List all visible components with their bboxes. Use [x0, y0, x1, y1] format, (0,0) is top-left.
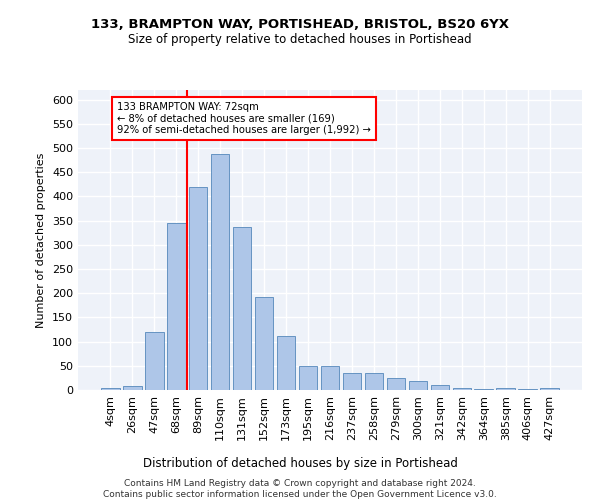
Bar [518, 388, 537, 390]
Bar [123, 386, 142, 390]
Text: Contains public sector information licensed under the Open Government Licence v3: Contains public sector information licen… [103, 490, 497, 499]
Bar [277, 336, 295, 390]
Bar [343, 373, 361, 390]
Bar [189, 187, 208, 390]
Bar [452, 388, 471, 390]
Bar [409, 382, 427, 390]
Bar [496, 388, 515, 390]
Bar [320, 366, 340, 390]
Text: 133, BRAMPTON WAY, PORTISHEAD, BRISTOL, BS20 6YX: 133, BRAMPTON WAY, PORTISHEAD, BRISTOL, … [91, 18, 509, 30]
Bar [101, 388, 119, 390]
Bar [211, 154, 229, 390]
Text: Distribution of detached houses by size in Portishead: Distribution of detached houses by size … [143, 458, 457, 470]
Bar [167, 223, 185, 390]
Y-axis label: Number of detached properties: Number of detached properties [37, 152, 46, 328]
Bar [365, 373, 383, 390]
Text: Size of property relative to detached houses in Portishead: Size of property relative to detached ho… [128, 32, 472, 46]
Bar [299, 366, 317, 390]
Text: 133 BRAMPTON WAY: 72sqm
← 8% of detached houses are smaller (169)
92% of semi-de: 133 BRAMPTON WAY: 72sqm ← 8% of detached… [117, 102, 371, 136]
Bar [541, 388, 559, 390]
Bar [233, 227, 251, 390]
Bar [386, 378, 405, 390]
Bar [255, 296, 274, 390]
Text: Contains HM Land Registry data © Crown copyright and database right 2024.: Contains HM Land Registry data © Crown c… [124, 479, 476, 488]
Bar [431, 385, 449, 390]
Bar [145, 332, 164, 390]
Bar [475, 388, 493, 390]
